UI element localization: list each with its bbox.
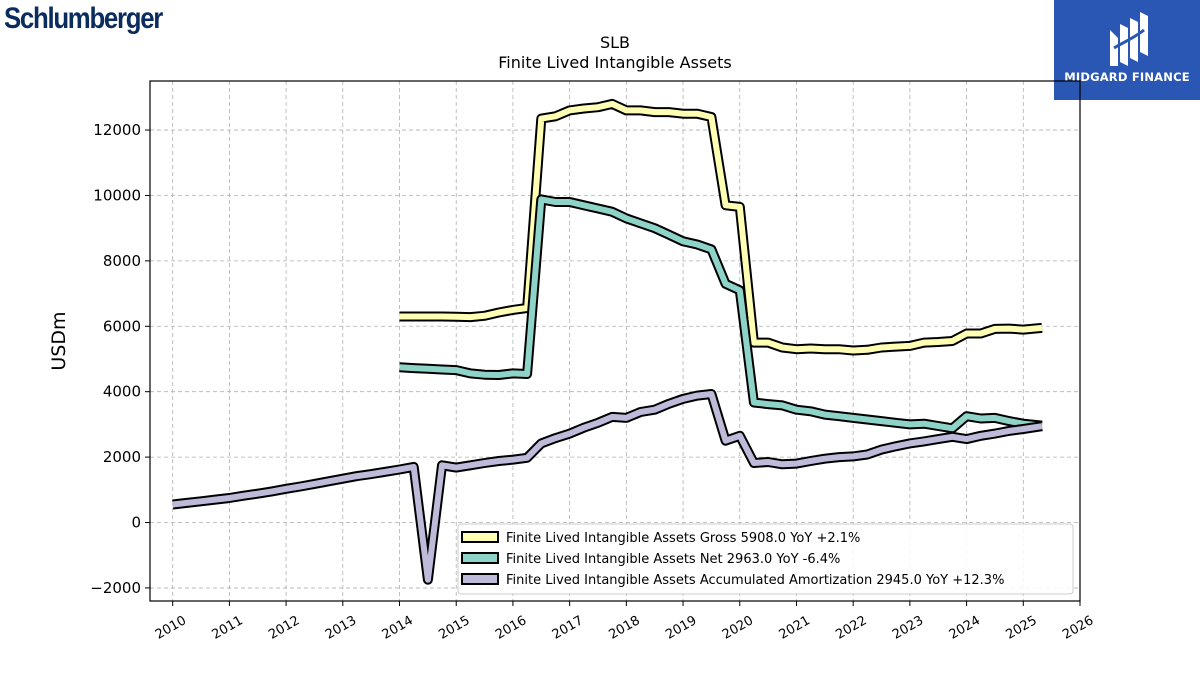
series-layer bbox=[172, 98, 1043, 585]
x-tick-label: 2018 bbox=[607, 613, 643, 643]
y-tick-label: 8000 bbox=[103, 252, 141, 270]
schlumberger-logo: Schlumberger bbox=[4, 2, 163, 35]
y-tick-label: 6000 bbox=[103, 317, 141, 335]
legend-label: Finite Lived Intangible Assets Accumulat… bbox=[506, 573, 1004, 588]
series-0 bbox=[399, 98, 1043, 356]
x-tick-label: 2016 bbox=[493, 613, 529, 643]
y-axis: −2000 0 2000 4000 6000 8000 10000 12000 bbox=[90, 121, 150, 597]
plot-frame bbox=[149, 80, 1081, 602]
chart-subtitle: Finite Lived Intangible Assets bbox=[498, 53, 731, 72]
series-line bbox=[399, 100, 1043, 354]
legend-box bbox=[457, 523, 1074, 595]
x-tick-label: 2010 bbox=[153, 613, 189, 643]
midgard-brand-text: MIDGARD FINANCE bbox=[1064, 70, 1190, 84]
x-tick-label: 2013 bbox=[323, 613, 359, 643]
x-tick-label: 2025 bbox=[1003, 613, 1039, 643]
midgard-mark-icon bbox=[1110, 12, 1148, 66]
legend-label: Finite Lived Intangible Assets Net 2963.… bbox=[506, 552, 840, 567]
series-2 bbox=[172, 389, 1043, 585]
legend-swatch bbox=[461, 552, 499, 564]
x-tick-label: 2024 bbox=[947, 613, 983, 643]
legend-swatch bbox=[461, 531, 499, 543]
x-tick-label: 2022 bbox=[833, 613, 869, 643]
x-tick-label: 2021 bbox=[777, 613, 813, 643]
x-tick-label: 2014 bbox=[380, 613, 416, 643]
x-axis: 2010 2011 2012 2013 2014 2015 2016 2017 2018 2019… bbox=[153, 601, 1096, 643]
series-1 bbox=[399, 194, 1043, 434]
legend-swatch bbox=[461, 573, 499, 585]
x-tick-label: 2020 bbox=[720, 613, 756, 643]
y-axis-label: USDm bbox=[48, 311, 70, 370]
x-tick-label: 2012 bbox=[266, 613, 302, 643]
y-tick-label: 0 bbox=[131, 514, 141, 532]
x-tick-label: 2011 bbox=[210, 613, 246, 643]
x-tick-label: 2023 bbox=[890, 613, 926, 643]
series-line bbox=[399, 196, 1043, 432]
series-line bbox=[172, 391, 1043, 583]
y-tick-label: 4000 bbox=[103, 383, 141, 401]
y-tick-label: 10000 bbox=[93, 186, 141, 204]
midgard-finance-logo: MIDGARD FINANCE bbox=[1054, 0, 1200, 100]
y-tick-label: −2000 bbox=[90, 579, 141, 597]
grid-lines bbox=[150, 81, 1081, 601]
x-tick-label: 2026 bbox=[1060, 613, 1096, 643]
y-tick-label: 12000 bbox=[93, 121, 141, 139]
chart-title: SLB bbox=[600, 33, 630, 52]
x-tick-label: 2017 bbox=[550, 613, 586, 643]
y-tick-label: 2000 bbox=[103, 448, 141, 466]
legend-label: Finite Lived Intangible Assets Gross 590… bbox=[506, 531, 860, 546]
x-tick-label: 2019 bbox=[663, 613, 699, 643]
legend: Finite Lived Intangible Assets Gross 590… bbox=[457, 523, 1074, 595]
x-tick-label: 2015 bbox=[436, 613, 472, 643]
